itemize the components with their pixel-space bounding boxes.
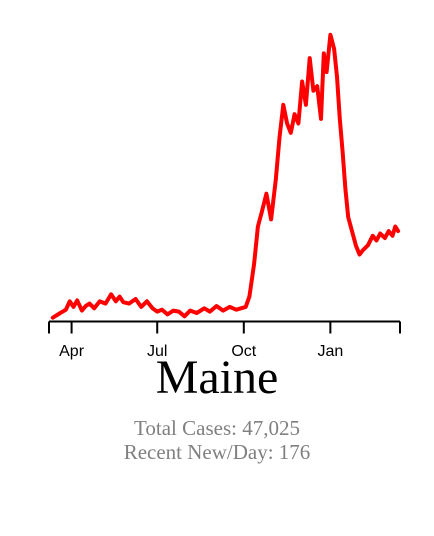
x-tick-label-jan: Jan: [317, 343, 343, 360]
recent-new-per-day-stat: Recent New/Day: 176: [123, 440, 311, 464]
x-tick-label-apr: Apr: [59, 343, 85, 360]
series-line-0: [50, 32, 401, 320]
x-axis: Apr Jul Oct Jan: [48, 320, 401, 360]
total-cases-stat: Total Cases: 47,025: [134, 416, 300, 440]
x-tick-label-jul: Jul: [147, 343, 167, 360]
x-tick-label-oct: Oct: [231, 343, 256, 360]
line-chart: Apr Jul Oct Jan: [48, 32, 401, 360]
state-title: Maine: [155, 351, 279, 404]
data-layer: [50, 32, 401, 320]
